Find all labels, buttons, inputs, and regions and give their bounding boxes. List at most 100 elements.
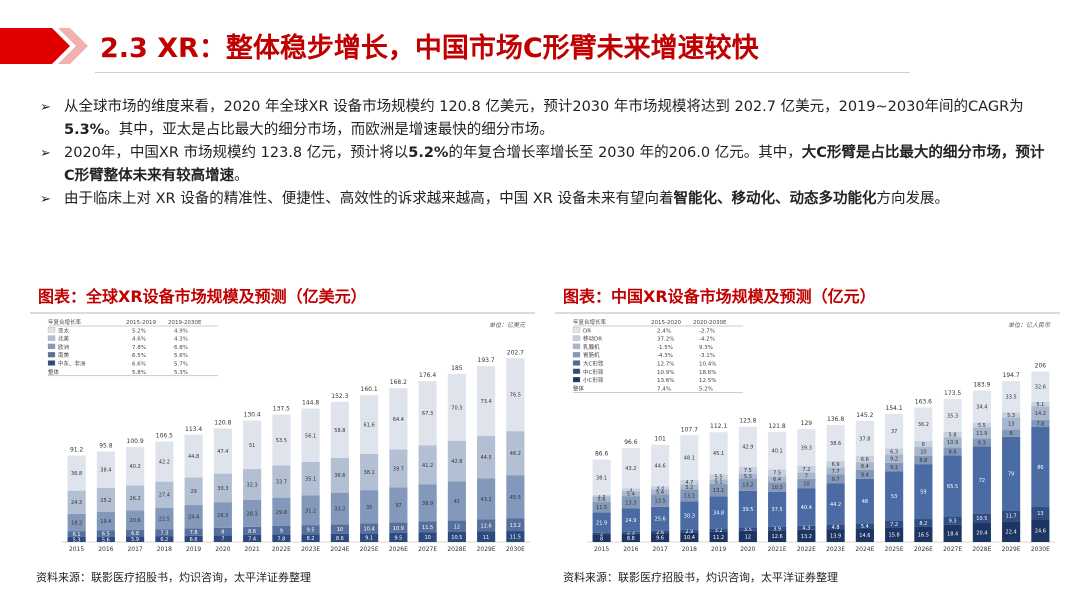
- bar-segment: [680, 480, 699, 485]
- legend-swatch: [47, 327, 56, 333]
- segment-label: 42.9: [742, 445, 753, 451]
- x-tick-label: 2022E: [797, 546, 816, 553]
- segment-label: 38.6: [830, 441, 841, 447]
- segment-label: 7: [221, 537, 224, 543]
- bar-segment: [301, 525, 320, 535]
- bar-segment: [768, 469, 787, 477]
- segment-label: 4.3: [802, 526, 810, 532]
- segment-label: 13.2: [801, 534, 812, 540]
- segment-label: 41: [454, 499, 460, 505]
- source-note: 资料来源：联影医疗招股书，灼识咨询，太平洋证券整理: [563, 571, 838, 584]
- segment-label: 32.3: [247, 482, 258, 488]
- table-cell: 5.6%: [174, 353, 188, 359]
- legend-label: 欧洲: [58, 343, 70, 351]
- segment-label: 36.8: [71, 471, 82, 477]
- bar-segment: [680, 484, 699, 490]
- table-cell: 6.5%: [132, 353, 146, 359]
- segment-label: 18.2: [71, 520, 82, 526]
- segment-label: 26.2: [130, 496, 141, 502]
- bar-segment: [213, 527, 232, 536]
- x-tick-label: 2023E: [826, 546, 845, 553]
- segment-label: 9.6: [656, 536, 664, 542]
- segment-label: 35.3: [947, 413, 958, 419]
- x-tick-label: 2024E: [855, 546, 874, 553]
- total-label: 176.4: [419, 372, 436, 379]
- bar-segment: [506, 475, 525, 519]
- bar-segment: [826, 474, 845, 484]
- segment-label: 44.6: [655, 463, 666, 469]
- bar-segment: [1002, 381, 1021, 413]
- bold-text: 大C形臂是占比最大的细分市场，预计C形臂整体未来有较高增速: [64, 145, 1045, 184]
- bar-segment: [243, 534, 262, 542]
- bar-segment: [768, 476, 787, 483]
- bar-segment: [126, 485, 145, 511]
- bar-segment: [1031, 371, 1050, 402]
- bar-segment: [738, 478, 757, 491]
- bar-segment: [184, 528, 203, 536]
- bar-segment: [126, 447, 145, 486]
- segment-label: 8: [1010, 431, 1013, 437]
- bar-segment: [126, 529, 145, 537]
- x-tick-label: 2019: [711, 546, 726, 553]
- x-tick-label: 2023E: [301, 546, 320, 553]
- total-label: 202.7: [507, 349, 524, 356]
- x-tick-label: 2020: [740, 546, 755, 553]
- bar-segment: [272, 414, 291, 466]
- bar-segment: [477, 436, 496, 479]
- total-label: 137.5: [273, 406, 290, 413]
- legend-swatch: [572, 343, 581, 350]
- bar-segment: [621, 488, 640, 492]
- segment-label: 6: [922, 442, 925, 448]
- table-header: 2019-2030E: [168, 320, 202, 326]
- chart-title: 图表：中国XR设备市场规模及预测（亿元）: [563, 287, 876, 306]
- bullet: 从全球市场的维度来看，2020 年全球XR 设备市场规模约 120.8 亿美元，…: [38, 96, 1048, 142]
- bar-segment: [797, 525, 816, 530]
- segment-label: 48.1: [684, 456, 695, 462]
- segment-label: 18.4: [947, 531, 958, 537]
- total-label: 96.6: [624, 439, 638, 446]
- x-tick-label: 2030E: [506, 546, 525, 553]
- bar-segment: [1002, 429, 1021, 437]
- segment-label: 35: [366, 505, 372, 511]
- bar-segment: [709, 528, 728, 532]
- title-rule: [95, 72, 910, 73]
- x-tick-label: 2029E: [477, 546, 496, 553]
- bar-segment: [418, 445, 437, 485]
- segment-label: 10.5: [976, 516, 987, 522]
- legend-swatch: [572, 335, 581, 341]
- total-label: 206: [1035, 362, 1047, 369]
- x-tick-label: 2029E: [1002, 546, 1021, 553]
- bold-text: 5.2%: [408, 145, 449, 161]
- bar-segment: [1002, 417, 1021, 430]
- bar-segment: [360, 523, 379, 534]
- bar-segment: [885, 527, 904, 542]
- bar-segment: [738, 530, 757, 542]
- segment-label: 45.5: [510, 495, 521, 501]
- segment-label: 7: [805, 474, 808, 480]
- segment-label: 7.2: [890, 522, 898, 528]
- segment-label: 12.6: [481, 524, 492, 530]
- segment-label: 2.9: [685, 529, 693, 535]
- bar-segment: [330, 401, 349, 458]
- bar-segment: [797, 429, 816, 466]
- bar-segment: [885, 471, 904, 521]
- segment-label: 3.2: [715, 528, 723, 534]
- bar-segment: [1002, 510, 1021, 522]
- bar-segment: [67, 536, 86, 542]
- bar-segment: [826, 467, 845, 475]
- table-cell: 18.6%: [699, 370, 716, 376]
- segment-label: 64.4: [393, 417, 404, 423]
- segment-label: 12.6: [772, 534, 783, 540]
- segment-label: 9.1: [365, 536, 373, 542]
- segment-label: 10.9: [947, 440, 958, 446]
- bar-segment: [621, 508, 640, 532]
- bar-segment: [826, 424, 845, 461]
- bar-segment: [1031, 519, 1050, 542]
- table-cell: 2.4%: [657, 328, 671, 334]
- bar-segment: [272, 497, 291, 526]
- segment-label: 32.6: [1035, 385, 1046, 391]
- segment-label: 39.5: [742, 507, 753, 513]
- bar-segment: [592, 532, 611, 535]
- segment-label: 13.1: [684, 493, 695, 499]
- segment-label: 8.6: [336, 536, 344, 542]
